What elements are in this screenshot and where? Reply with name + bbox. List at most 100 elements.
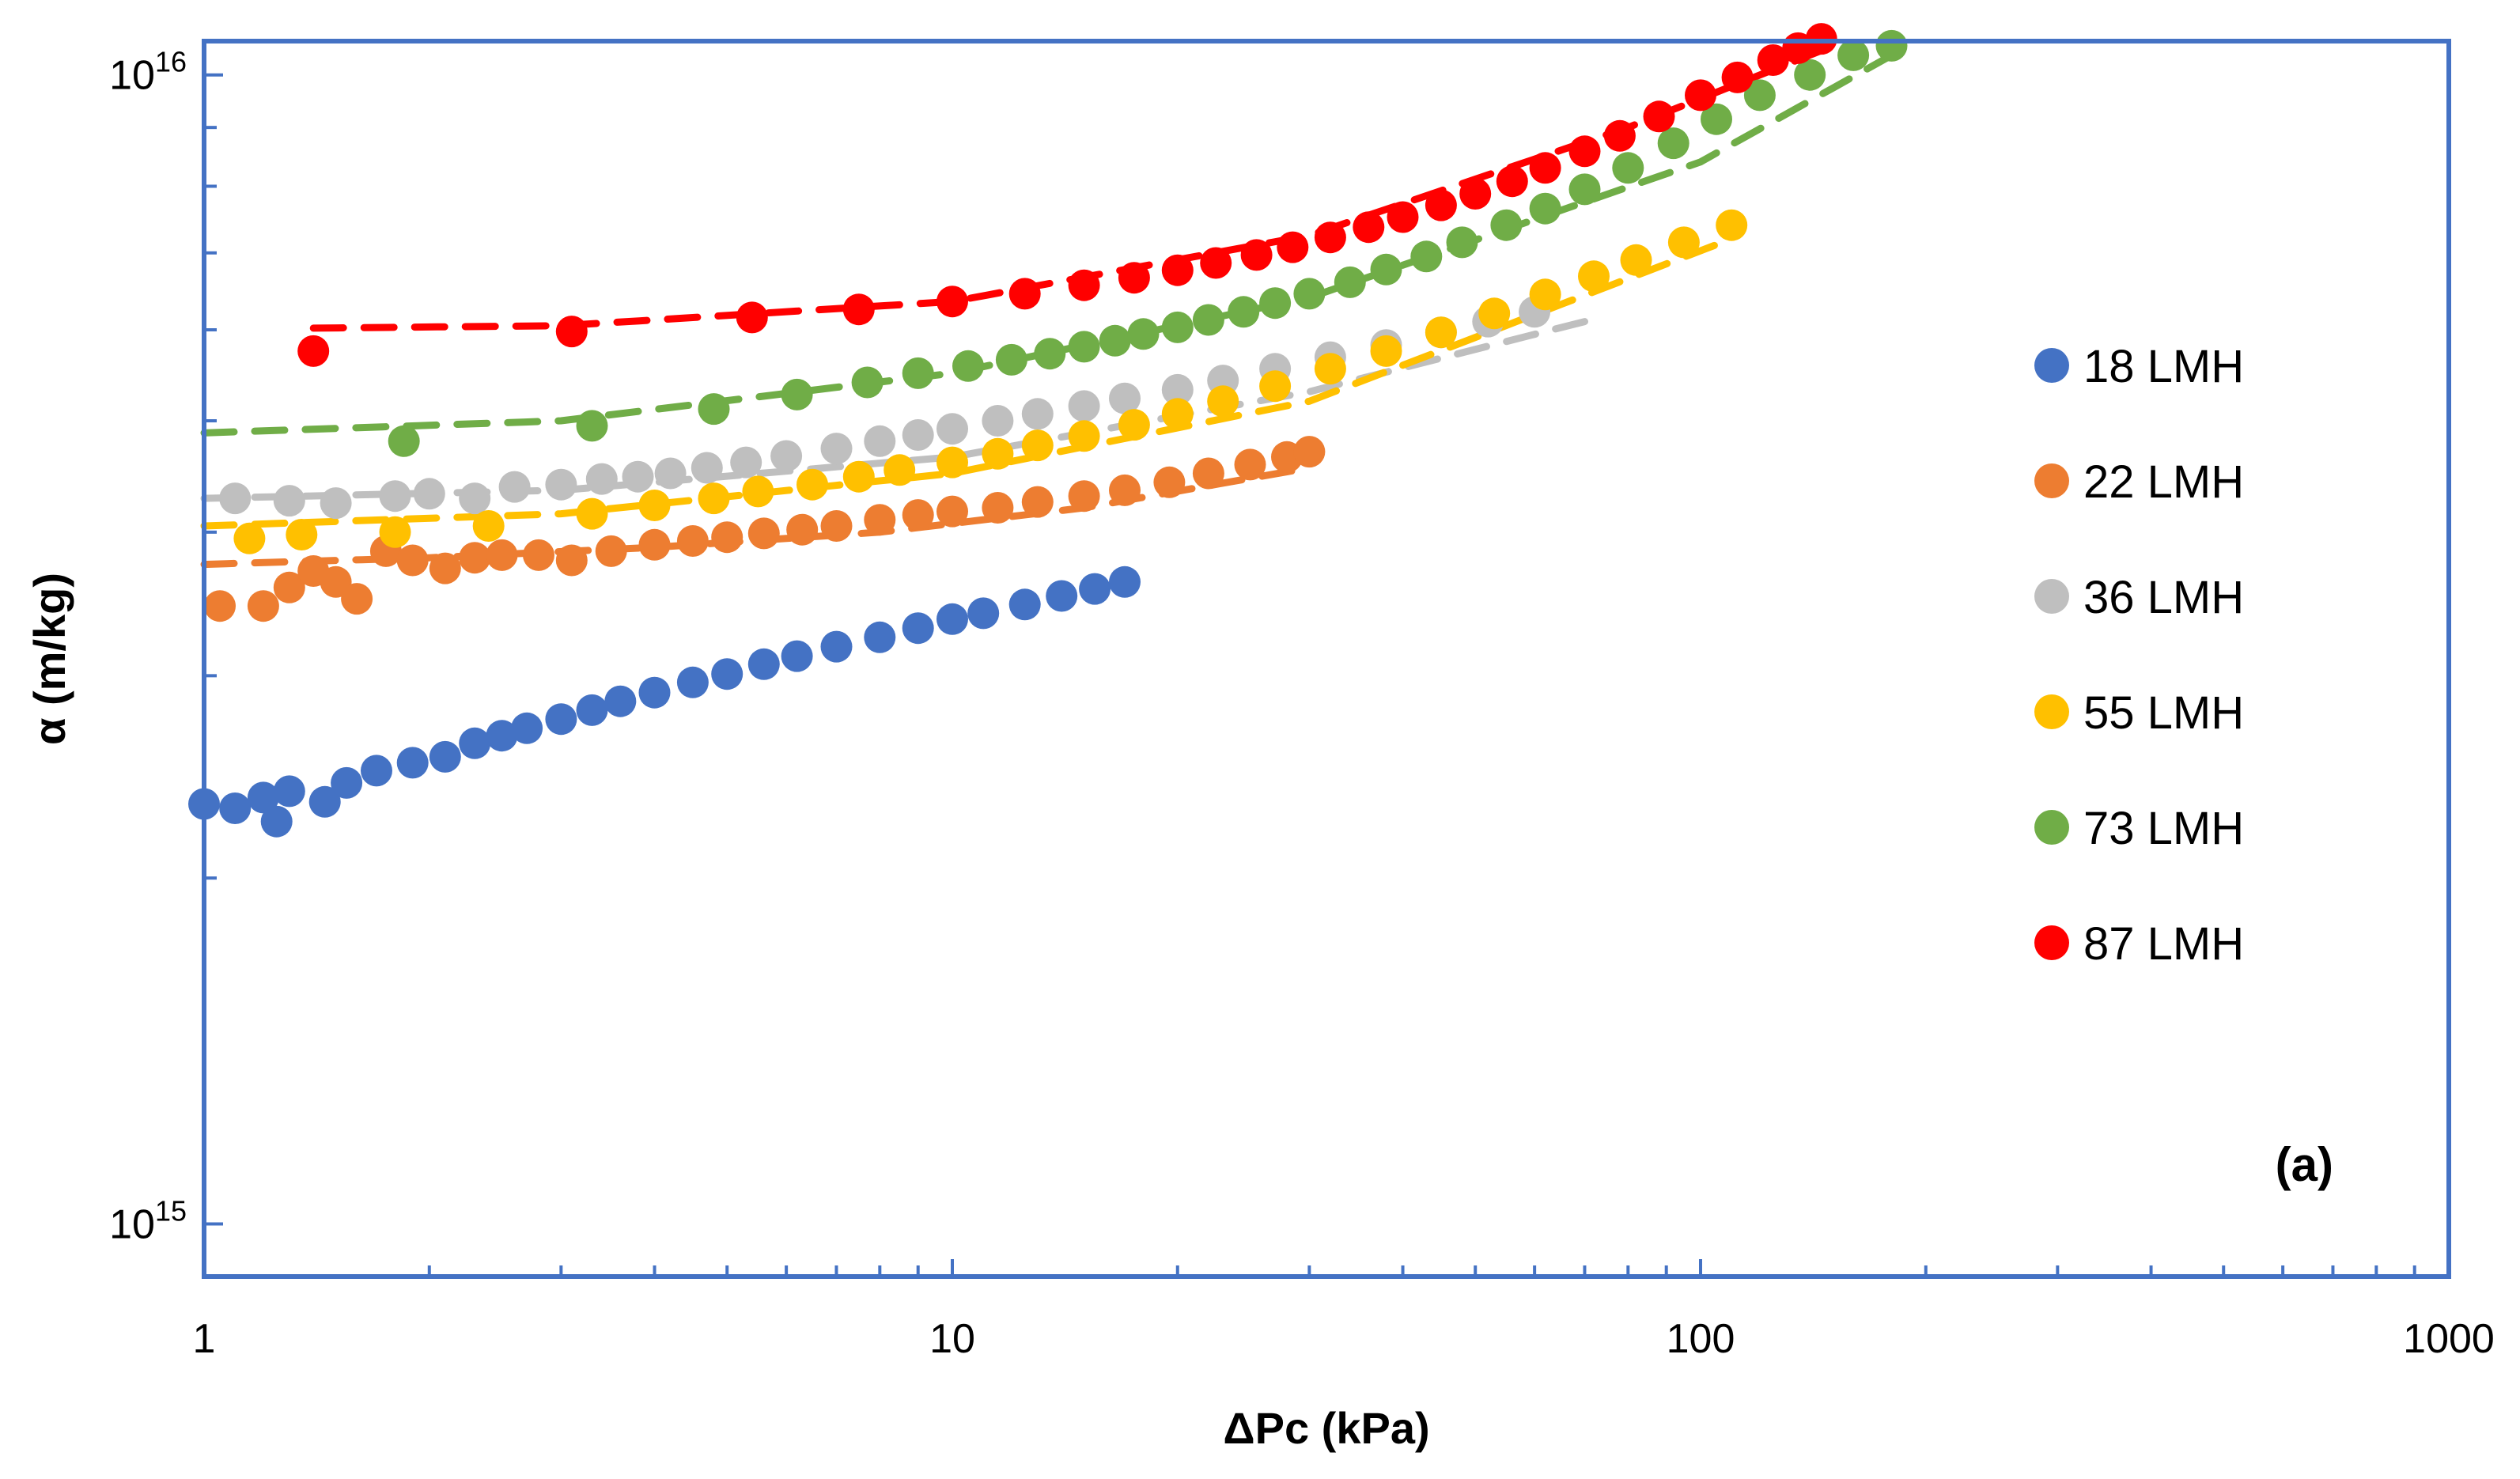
data-point (379, 480, 411, 513)
data-point (396, 747, 429, 779)
legend-item: 55 LMH (2034, 687, 2244, 739)
legend-label: 73 LMH (2083, 803, 2244, 854)
data-point (1200, 247, 1232, 279)
fit-line-55-lmh (200, 235, 1735, 530)
data-point (595, 535, 627, 567)
series-18-lmh (188, 566, 1141, 838)
data-point (576, 497, 608, 530)
data-point (1008, 588, 1041, 621)
data-point (379, 516, 411, 548)
x-tick-label: 1000 (2403, 1316, 2495, 1362)
data-point (498, 471, 531, 503)
data-point (747, 517, 780, 550)
data-point (1370, 335, 1402, 367)
legend-label: 87 LMH (2083, 918, 2244, 970)
fit-line-73-lmh (200, 51, 1895, 437)
data-point (1568, 173, 1601, 206)
data-point (1240, 239, 1273, 271)
legend-marker (2034, 925, 2069, 960)
data-point (459, 727, 491, 759)
data-point (1685, 79, 1716, 112)
data-point (1192, 304, 1224, 336)
legend-label: 36 LMH (2083, 572, 2244, 623)
legend-item: 22 LMH (2034, 456, 2244, 508)
data-point (1153, 466, 1186, 498)
data-point (1314, 353, 1346, 385)
data-point (1008, 278, 1041, 310)
legend-label: 55 LMH (2083, 687, 2244, 739)
data-point (711, 658, 744, 690)
data-point (429, 740, 461, 773)
x-tick-label: 1 (193, 1316, 216, 1362)
legend-item: 36 LMH (2034, 572, 2244, 623)
data-point (902, 612, 934, 645)
data-point (1757, 44, 1789, 76)
data-point (1496, 165, 1528, 198)
data-point (1387, 201, 1419, 233)
y-tick-label: 1015 (109, 1195, 187, 1248)
data-point (770, 440, 803, 472)
data-point (555, 544, 588, 577)
data-point (1353, 211, 1385, 244)
data-point (638, 490, 671, 521)
data-point (413, 478, 445, 510)
data-point (576, 694, 608, 726)
data-point (1490, 209, 1523, 241)
data-point (936, 286, 968, 318)
legend-marker (2034, 694, 2069, 729)
data-point (604, 685, 637, 717)
legend-item: 87 LMH (2034, 918, 2244, 970)
data-point (204, 590, 236, 622)
plot-area-frame (202, 39, 2451, 1279)
data-point (698, 482, 730, 515)
data-point (320, 487, 352, 520)
data-point (842, 293, 875, 326)
data-point (691, 452, 723, 484)
data-point (247, 781, 279, 814)
data-point (459, 482, 491, 515)
data-point (511, 712, 543, 744)
data-point (1425, 316, 1457, 349)
data-point (1118, 409, 1150, 441)
data-point (1667, 226, 1700, 259)
data-point (341, 583, 373, 615)
data-point (1228, 296, 1260, 328)
data-point (982, 437, 1014, 470)
legend: 18 LMH 22 LMH 36 LMH 55 LMH 73 LMH 87 LMH (2034, 341, 2244, 970)
data-point (545, 703, 577, 736)
data-point (308, 785, 341, 818)
data-point (260, 805, 293, 838)
data-point (219, 792, 252, 824)
data-point (1716, 209, 1748, 241)
data-point (1259, 287, 1292, 320)
data-point (676, 666, 709, 698)
data-point (698, 393, 730, 426)
data-point (219, 482, 252, 515)
y-axis-title: α (m/kg) (25, 573, 74, 745)
data-point (1837, 39, 1870, 71)
data-point (297, 335, 330, 367)
data-point (1794, 59, 1826, 91)
data-point (1192, 457, 1224, 490)
series-73-lmh (388, 29, 1908, 457)
data-point (486, 720, 518, 752)
data-point (1293, 278, 1326, 310)
data-point (982, 492, 1014, 524)
data-point (1068, 390, 1100, 422)
data-point (1721, 61, 1754, 93)
data-point (638, 528, 671, 561)
data-point (1161, 373, 1194, 406)
data-point (286, 519, 318, 550)
legend-marker (2034, 810, 2069, 845)
data-point (1529, 278, 1561, 311)
data-point (1701, 103, 1732, 135)
data-point (1459, 178, 1492, 210)
panel-label: (a) (2276, 1138, 2333, 1191)
data-point (1109, 474, 1141, 506)
data-point (820, 433, 853, 465)
data-point (1529, 192, 1561, 225)
data-point (736, 301, 768, 334)
legend-label: 18 LMH (2083, 341, 2244, 392)
data-point (1425, 189, 1457, 221)
data-points (188, 23, 1908, 838)
